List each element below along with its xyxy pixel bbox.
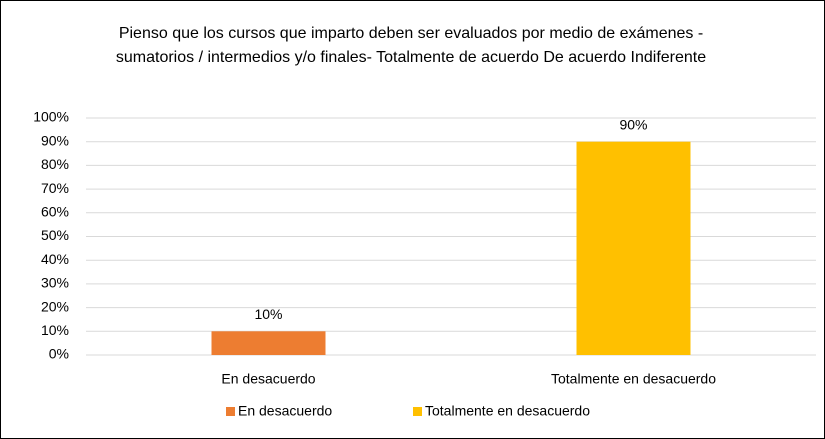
y-tick-label: 40% [41, 251, 69, 267]
bar [211, 331, 326, 355]
y-tick-label: 100% [33, 109, 69, 125]
legend-swatch [226, 407, 235, 416]
x-tick-label: Totalmente en desacuerdo [551, 371, 716, 387]
y-tick-label: 20% [41, 298, 69, 314]
legend-label: En desacuerdo [238, 403, 332, 419]
y-tick-label: 50% [41, 227, 69, 243]
y-tick-label: 0% [49, 346, 69, 362]
y-tick-label: 80% [41, 156, 69, 172]
bar [576, 141, 691, 355]
x-tick-label: En desacuerdo [221, 371, 315, 387]
y-tick-label: 10% [41, 322, 69, 338]
data-label: 10% [254, 306, 282, 322]
legend-label: Totalmente en desacuerdo [425, 403, 590, 419]
y-tick-label: 90% [41, 132, 69, 148]
data-label: 90% [619, 116, 647, 132]
legend-swatch [413, 407, 422, 416]
y-tick-label: 70% [41, 180, 69, 196]
chart-title: Pienso que los cursos que imparto deben … [115, 25, 707, 66]
y-tick-label: 60% [41, 204, 69, 220]
y-tick-label: 30% [41, 275, 69, 291]
